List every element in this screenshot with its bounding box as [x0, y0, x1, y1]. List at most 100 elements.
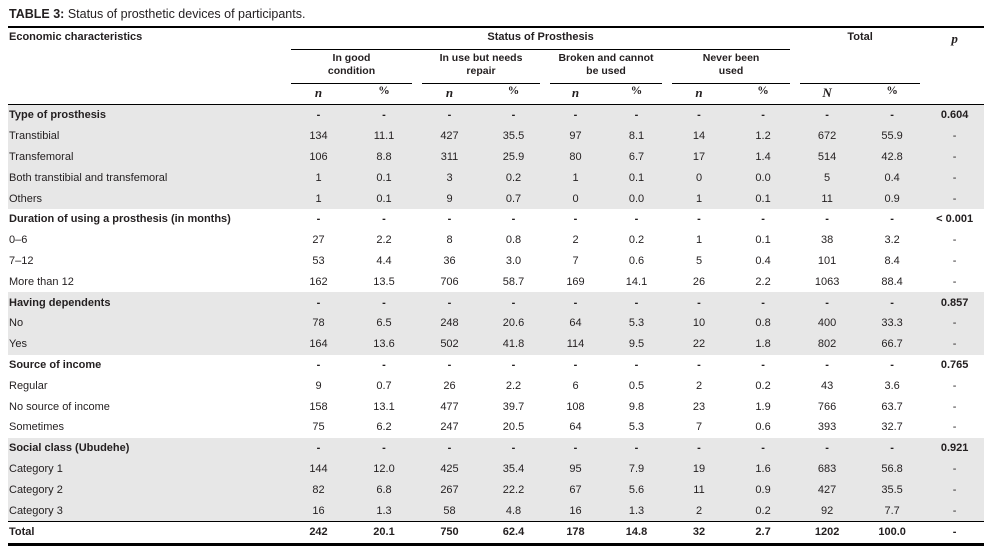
- data-cell: 8.8: [351, 146, 417, 168]
- data-cell: 169: [566, 275, 585, 288]
- data-cell: 6.2: [376, 421, 392, 434]
- data-cell: 242: [286, 520, 351, 546]
- table-row: Regular 9 0.7 26 2.2 6 0.5 2 0.2 43 3.6 -: [8, 375, 984, 396]
- data-cell: 144: [286, 458, 351, 480]
- data-cell: -: [351, 104, 417, 126]
- table-row: Others 1 0.1 9 0.7 0 0.0 1 0.1 11 0.9-: [8, 188, 985, 209]
- data-cell: -: [890, 213, 894, 226]
- data-cell: 802: [795, 333, 860, 355]
- data-cell: 1.9: [755, 400, 771, 413]
- data-cell: 2.7: [731, 520, 796, 546]
- data-cell: -: [545, 437, 606, 459]
- data-cell: 6: [572, 379, 579, 392]
- data-cell: -: [511, 213, 516, 226]
- row-label: Transfemoral: [8, 146, 286, 168]
- p-value-cell: -: [925, 479, 985, 501]
- p-value-cell: -: [925, 167, 985, 189]
- data-cell: -: [795, 437, 860, 459]
- data-cell: 311: [417, 146, 482, 168]
- data-cell: 1202: [795, 520, 860, 546]
- subheader-pct-4: %: [731, 85, 796, 105]
- data-cell: 64: [569, 421, 582, 434]
- data-cell: 27: [312, 234, 325, 247]
- data-cell: 750: [417, 520, 482, 546]
- row-label: More than 12: [9, 275, 74, 288]
- data-cell: 4.8: [482, 500, 545, 522]
- data-cell: 114: [545, 333, 606, 355]
- data-cell: 10: [667, 312, 731, 334]
- data-cell: 1063: [814, 275, 840, 288]
- data-cell: 11.1: [351, 125, 417, 147]
- section-row: Duration of using a prosthesis (in month…: [8, 209, 984, 230]
- data-cell: -: [417, 104, 482, 126]
- data-cell: -: [286, 437, 351, 459]
- p-value-cell: -: [925, 520, 985, 546]
- data-cell: 26: [692, 275, 706, 288]
- p-value-cell: -: [952, 400, 957, 413]
- data-cell: -: [286, 292, 351, 313]
- row-label: Sometimes: [9, 421, 65, 434]
- data-cell: 42.8: [859, 146, 926, 168]
- data-cell: 14.8: [606, 520, 667, 546]
- table-row: Transfemoral 106 8.8 311 25.9 80 6.7 17 1.4 514 42…: [8, 146, 985, 168]
- row-label: Having dependents: [8, 292, 286, 313]
- data-cell: -: [859, 104, 926, 126]
- data-cell: 35.5: [482, 125, 545, 147]
- data-cell: -: [890, 358, 894, 371]
- data-cell: 1: [286, 167, 351, 189]
- data-cell: 0.9: [859, 188, 926, 209]
- data-cell: 0.9: [731, 479, 796, 501]
- data-cell: -: [667, 292, 731, 313]
- data-cell: 66.7: [859, 333, 926, 355]
- p-value-cell: 0.604: [925, 104, 985, 126]
- row-label: Category 1: [8, 458, 286, 480]
- data-cell: 0.1: [606, 167, 667, 189]
- data-cell: -: [482, 437, 545, 459]
- table-row: Category 2 82 6.8 267 22.2 67 5.6 11 0.9 427 35.5-: [8, 479, 985, 501]
- data-cell: 5: [795, 167, 860, 189]
- data-cell: 0.1: [755, 234, 771, 247]
- data-cell: -: [634, 213, 639, 226]
- data-cell: 0.8: [731, 312, 796, 334]
- data-cell: 134: [286, 125, 351, 147]
- data-cell: 43: [820, 379, 834, 392]
- data-cell: 92: [795, 500, 860, 522]
- data-cell: 425: [417, 458, 482, 480]
- data-cell: -: [351, 292, 417, 313]
- data-cell: -: [634, 358, 639, 371]
- data-cell: 8: [446, 234, 453, 247]
- data-cell: 22: [667, 333, 731, 355]
- data-cell: -: [382, 358, 386, 371]
- data-cell: 4.4: [376, 254, 392, 267]
- data-cell: 0.0: [731, 167, 796, 189]
- data-cell: -: [286, 104, 351, 126]
- data-cell: 58: [417, 500, 482, 522]
- data-cell: 0.0: [606, 188, 667, 209]
- section-row: Having dependents - - - - - - - - - -0.857: [8, 292, 985, 313]
- data-cell: -: [731, 292, 796, 313]
- data-cell: 164: [286, 333, 351, 355]
- data-cell: -: [761, 358, 765, 371]
- data-cell: -: [859, 437, 926, 459]
- data-cell: 2: [695, 379, 703, 392]
- table-row: No 78 6.5 248 20.6 64 5.3 10 0.8 400 33.3-: [8, 312, 985, 334]
- data-cell: -: [761, 213, 765, 226]
- data-cell: -: [382, 213, 386, 226]
- data-cell: 1: [286, 188, 351, 209]
- data-cell: 20.1: [351, 520, 417, 546]
- p-value-cell: < 0.001: [936, 213, 974, 226]
- data-cell: 14.1: [625, 275, 648, 288]
- data-cell: 477: [440, 400, 459, 413]
- data-cell: 162: [309, 275, 328, 288]
- data-cell: 9: [315, 379, 322, 392]
- data-cell: 267: [417, 479, 482, 501]
- data-cell: 766: [817, 400, 837, 413]
- data-cell: -: [316, 358, 321, 371]
- subheader-n-2: n: [417, 85, 482, 105]
- data-cell: 0.2: [482, 167, 545, 189]
- data-cell: 158: [309, 400, 328, 413]
- data-cell: 62.4: [482, 520, 545, 546]
- data-cell: 0: [667, 167, 731, 189]
- table-row: Category 1 144 12.0 425 35.4 95 7.9 19 1.6 683 56.…: [8, 458, 985, 480]
- data-cell: -: [545, 292, 606, 313]
